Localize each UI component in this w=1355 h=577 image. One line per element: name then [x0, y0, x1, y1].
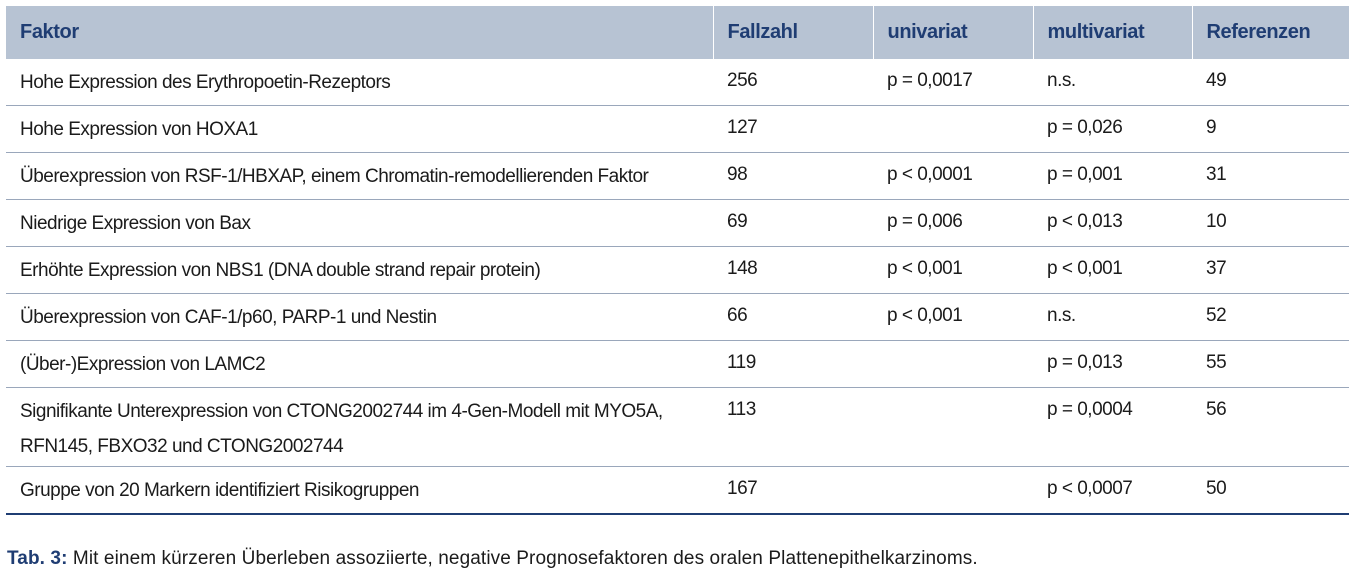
- cell-multivariat: p < 0,013: [1033, 199, 1192, 247]
- cell-fallzahl: 127: [713, 105, 873, 153]
- cell-multivariat: n.s.: [1033, 293, 1192, 341]
- header-multivariat: multivariat: [1032, 6, 1192, 59]
- cell-univariat: p < 0,0001: [873, 152, 1033, 200]
- cell-faktor: Überexpression von RSF-1/HBXAP, einem Ch…: [6, 152, 713, 200]
- cell-faktor: (Über-)Expression von LAMC2: [6, 340, 713, 388]
- cell-univariat: p = 0,0017: [873, 59, 1033, 106]
- cell-fallzahl: 148: [713, 246, 873, 294]
- header-faktor: Faktor: [6, 6, 713, 59]
- cell-faktor: Signifikante Unterexpression von CTONG20…: [6, 387, 713, 467]
- cell-fallzahl: 256: [713, 59, 873, 106]
- cell-faktor: Hohe Expression von HOXA1: [6, 105, 713, 153]
- table-row: Hohe Expression von HOXA1 127 p = 0,026 …: [6, 105, 1349, 153]
- header-referenzen: Referenzen: [1191, 6, 1349, 59]
- table-row: Gruppe von 20 Markern identifiziert Risi…: [6, 466, 1349, 515]
- cell-multivariat: p < 0,0007: [1033, 466, 1192, 515]
- table-row: (Über-)Expression von LAMC2 119 p = 0,01…: [6, 340, 1349, 388]
- prognosis-table-container: Faktor Fallzahl univariat multivariat Re…: [6, 6, 1349, 515]
- table-row: Erhöhte Expression von NBS1 (DNA double …: [6, 246, 1349, 294]
- cell-referenzen: 49: [1192, 59, 1349, 106]
- cell-fallzahl: 69: [713, 199, 873, 247]
- cell-referenzen: 55: [1192, 340, 1349, 388]
- cell-referenzen: 50: [1192, 466, 1349, 515]
- table-header: Faktor Fallzahl univariat multivariat Re…: [6, 6, 1349, 59]
- cell-fallzahl: 98: [713, 152, 873, 200]
- table-row: Überexpression von RSF-1/HBXAP, einem Ch…: [6, 152, 1349, 200]
- cell-fallzahl: 119: [713, 340, 873, 388]
- cell-faktor: Überexpression von CAF-1/p60, PARP-1 und…: [6, 293, 713, 341]
- cell-univariat: p < 0,001: [873, 293, 1033, 341]
- prognosis-factors-table: Faktor Fallzahl univariat multivariat Re…: [6, 6, 1349, 515]
- cell-fallzahl: 113: [713, 387, 873, 467]
- cell-univariat: [873, 387, 1033, 467]
- table-row: Überexpression von CAF-1/p60, PARP-1 und…: [6, 293, 1349, 341]
- cell-univariat: p = 0,006: [873, 199, 1033, 247]
- table-row: Niedrige Expression von Bax 69 p = 0,006…: [6, 199, 1349, 247]
- cell-multivariat: p < 0,001: [1033, 246, 1192, 294]
- table-row: Hohe Expression des Erythropoetin-Rezept…: [6, 59, 1349, 106]
- cell-referenzen: 37: [1192, 246, 1349, 294]
- caption-label: Tab. 3:: [7, 548, 68, 569]
- cell-referenzen: 56: [1192, 387, 1349, 467]
- cell-multivariat: p = 0,013: [1033, 340, 1192, 388]
- caption-text: Mit einem kürzeren Überleben assoziierte…: [67, 548, 978, 569]
- cell-fallzahl: 167: [713, 466, 873, 515]
- cell-referenzen: 10: [1192, 199, 1349, 247]
- cell-faktor: Niedrige Expression von Bax: [6, 199, 713, 247]
- cell-multivariat: p = 0,001: [1033, 152, 1192, 200]
- cell-multivariat: n.s.: [1033, 59, 1192, 106]
- cell-referenzen: 9: [1192, 105, 1349, 153]
- header-fallzahl: Fallzahl: [712, 6, 873, 59]
- cell-multivariat: p = 0,0004: [1033, 387, 1192, 467]
- header-univariat: univariat: [872, 6, 1033, 59]
- cell-fallzahl: 66: [713, 293, 873, 341]
- cell-multivariat: p = 0,026: [1033, 105, 1192, 153]
- table-caption: Tab. 3: Mit einem kürzeren Überleben ass…: [7, 548, 978, 570]
- header-row: Faktor Fallzahl univariat multivariat Re…: [6, 6, 1349, 59]
- cell-referenzen: 52: [1192, 293, 1349, 341]
- table-row: Signifikante Unterexpression von CTONG20…: [6, 387, 1349, 467]
- cell-univariat: [873, 466, 1033, 515]
- cell-univariat: [873, 105, 1033, 153]
- cell-referenzen: 31: [1192, 152, 1349, 200]
- cell-faktor: Erhöhte Expression von NBS1 (DNA double …: [6, 246, 713, 294]
- table-body: Hohe Expression des Erythropoetin-Rezept…: [6, 59, 1349, 515]
- cell-univariat: p < 0,001: [873, 246, 1033, 294]
- cell-faktor: Hohe Expression des Erythropoetin-Rezept…: [6, 59, 713, 106]
- cell-univariat: [873, 340, 1033, 388]
- cell-faktor: Gruppe von 20 Markern identifiziert Risi…: [6, 466, 713, 515]
